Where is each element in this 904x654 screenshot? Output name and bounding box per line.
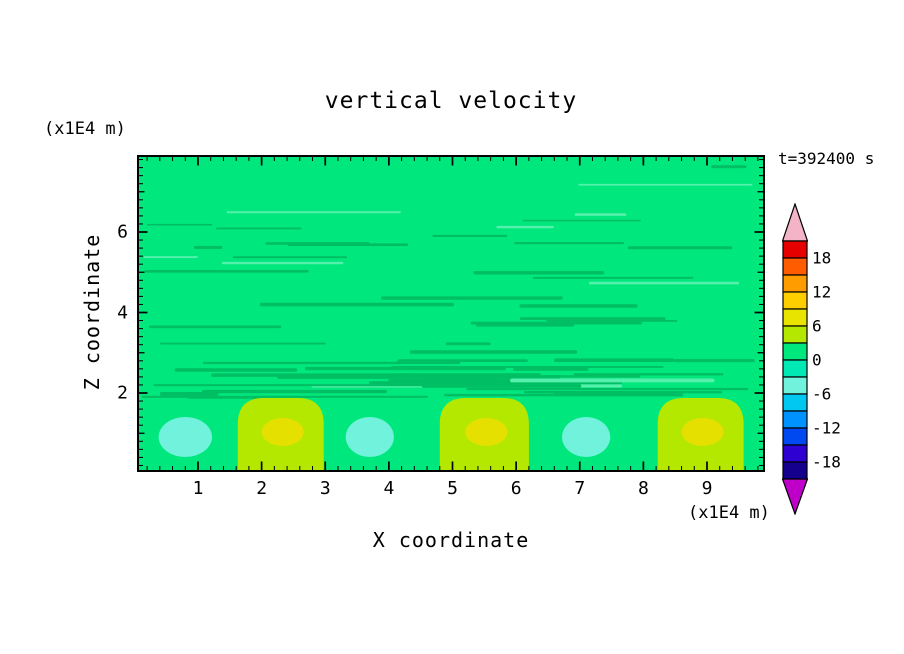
updraft-core	[465, 418, 508, 446]
colorbar-cell	[782, 410, 808, 429]
downdraft-cell	[345, 417, 394, 457]
x-axis-units-label: (x1E4 m)	[688, 503, 770, 523]
colorbar	[782, 203, 808, 515]
contour-streak	[391, 366, 664, 368]
colorbar-top-cap	[782, 203, 808, 242]
updraft-core	[261, 418, 304, 446]
colorbar-tick-label: 6	[812, 316, 822, 336]
x-tick-label: 3	[319, 478, 331, 499]
contour-streak	[532, 276, 694, 279]
contour-streak	[144, 270, 309, 273]
downdraft-cell	[562, 417, 611, 457]
y-tick-label: 2	[117, 382, 128, 404]
colorbar-cell	[782, 444, 808, 463]
contour-streak	[546, 320, 678, 322]
contour-streak	[153, 384, 437, 387]
colorbar-tick-label: -18	[812, 452, 841, 472]
contour-streak	[159, 392, 219, 396]
contour-streak	[466, 387, 749, 391]
contour-streak	[396, 373, 541, 376]
contour-streak	[627, 246, 733, 250]
contour-streak	[522, 219, 641, 222]
contour-streak	[149, 325, 282, 329]
time-stamp-label: t=392400 s	[778, 149, 875, 168]
contour-streak	[259, 302, 454, 307]
colorbar-cell	[782, 359, 808, 378]
contour-streak	[510, 378, 715, 383]
contour-streak	[381, 296, 563, 300]
contour-streak	[174, 368, 298, 372]
colorbar-tick-label: -12	[812, 418, 841, 438]
contour-streak	[429, 375, 641, 378]
x-tick-label: 5	[447, 478, 458, 499]
y-tick-label: 6	[117, 221, 128, 243]
contour-streak	[215, 227, 302, 230]
colorbar-tick-label: -6	[812, 384, 832, 404]
x-tick-label: 7	[574, 478, 586, 499]
x-tick-label: 6	[510, 478, 522, 499]
contour-plot-area	[137, 155, 765, 472]
contour-streak	[578, 183, 753, 186]
colorbar-cell	[782, 342, 808, 361]
colorbar-cell	[782, 427, 808, 446]
contour-streak	[574, 213, 627, 216]
contour-streak	[409, 350, 578, 354]
contour-streak	[193, 245, 223, 249]
x-tick-label: 4	[383, 478, 395, 499]
contour-streak	[573, 373, 724, 376]
colorbar-cell	[782, 325, 808, 344]
contour-streak	[470, 321, 643, 325]
contour-streak	[519, 317, 666, 320]
contour-streak	[221, 261, 344, 265]
contour-streak	[496, 225, 554, 229]
updraft-core	[681, 418, 724, 446]
x-tick-label: 9	[701, 478, 713, 499]
colorbar-cell	[782, 257, 808, 276]
colorbar-cell	[782, 376, 808, 395]
colorbar-cell	[782, 308, 808, 327]
contour-streak	[513, 367, 589, 371]
contour-streak	[519, 304, 638, 308]
colorbar-cell	[782, 274, 808, 293]
x-tick-label: 1	[192, 478, 204, 499]
colorbar-cell	[782, 393, 808, 412]
x-tick-label: 2	[256, 478, 268, 499]
contour-streak	[674, 359, 755, 363]
contour-streak	[141, 395, 428, 398]
contour-streak	[588, 281, 740, 285]
contour-streak	[711, 165, 747, 169]
colorbar-tick-label: 18	[812, 248, 832, 268]
contour-streak	[187, 396, 261, 399]
downdraft-cell	[158, 417, 212, 457]
contour-streak	[202, 361, 461, 365]
contour-streak	[287, 243, 409, 247]
contour-streak	[445, 342, 491, 346]
colorbar-bottom-cap	[782, 478, 808, 515]
contour-streak	[397, 359, 528, 362]
contour-streak	[160, 342, 326, 345]
x-tick-label: 8	[637, 478, 649, 499]
contour-streak	[473, 271, 605, 275]
colorbar-tick-label: 12	[812, 282, 832, 302]
x-axis-label: X coordinate	[372, 528, 530, 552]
colorbar-cell	[782, 240, 808, 259]
contour-streak	[226, 211, 401, 214]
contour-streak	[143, 256, 198, 258]
y-tick-label: 4	[117, 302, 128, 323]
contour-streak	[211, 373, 414, 377]
colorbar-cell	[782, 461, 808, 480]
contour-streak	[432, 234, 508, 237]
chart-title: vertical velocity	[324, 88, 578, 114]
y-axis-units-label: (x1E4 m)	[44, 119, 126, 139]
plot-frame	[137, 155, 765, 472]
contour-streak	[232, 256, 348, 259]
colorbar-cell	[782, 291, 808, 310]
colorbar-tick-label: 0	[812, 350, 822, 370]
contour-streak	[514, 242, 624, 245]
contour-streak	[201, 389, 387, 394]
contour-streak	[553, 392, 683, 396]
contour-streak	[147, 223, 213, 226]
